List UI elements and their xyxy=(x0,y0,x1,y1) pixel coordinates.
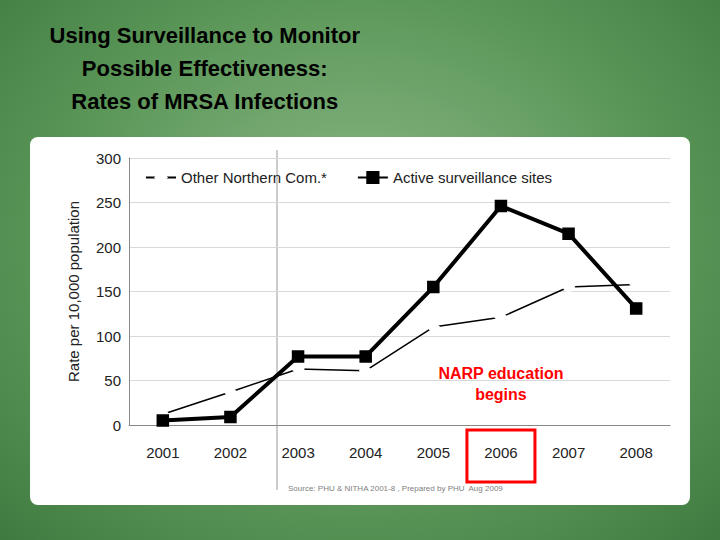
svg-text:2002: 2002 xyxy=(214,444,247,461)
svg-text:2006: 2006 xyxy=(484,444,517,461)
svg-text:2001: 2001 xyxy=(146,444,179,461)
svg-text:100: 100 xyxy=(96,328,121,345)
svg-text:0: 0 xyxy=(113,417,121,434)
svg-text:2005: 2005 xyxy=(417,444,450,461)
svg-text:200: 200 xyxy=(96,239,121,256)
svg-text:Other Northern Com.*: Other Northern Com.* xyxy=(181,169,327,186)
svg-text:Rate per 10,000 population: Rate per 10,000 population xyxy=(65,201,82,382)
svg-text:Possible Effectiveness:: Possible Effectiveness: xyxy=(82,56,328,81)
svg-text:2004: 2004 xyxy=(349,444,382,461)
svg-text:50: 50 xyxy=(104,372,121,389)
svg-text:250: 250 xyxy=(96,194,121,211)
svg-text:2003: 2003 xyxy=(281,444,314,461)
svg-text:150: 150 xyxy=(96,283,121,300)
svg-text:2008: 2008 xyxy=(620,444,653,461)
svg-text:begins: begins xyxy=(475,386,527,403)
svg-text:Source: PHU & NITHA 2001-8 , P: Source: PHU & NITHA 2001-8 , Prepared by… xyxy=(288,484,503,493)
svg-text:300: 300 xyxy=(96,150,121,167)
svg-text:Using Surveillance to Monitor: Using Surveillance to Monitor xyxy=(50,23,361,48)
svg-text:Rates of MRSA Infections: Rates of MRSA Infections xyxy=(71,89,338,114)
svg-text:2007: 2007 xyxy=(552,444,585,461)
svg-text:NARP education: NARP education xyxy=(438,365,563,382)
svg-text:Active surveillance sites: Active surveillance sites xyxy=(393,169,552,186)
